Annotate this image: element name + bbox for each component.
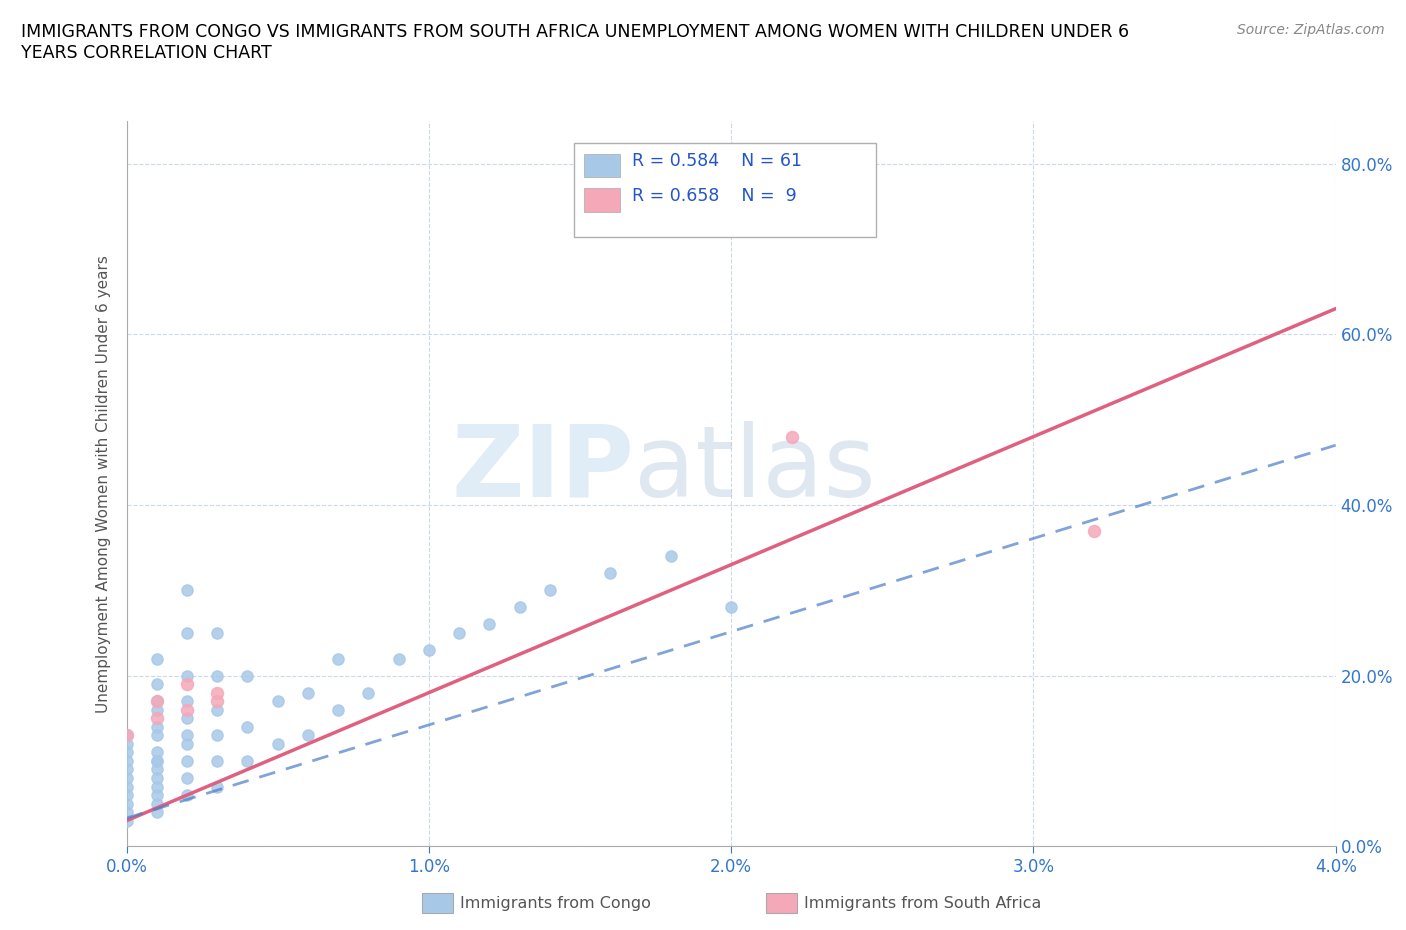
- Point: [176, 668, 198, 683]
- Point: [236, 753, 259, 768]
- Point: [205, 668, 228, 683]
- Point: [176, 626, 198, 641]
- Point: [146, 753, 169, 768]
- Text: ZIP: ZIP: [451, 420, 634, 518]
- Point: [146, 677, 169, 692]
- Point: [1083, 523, 1105, 538]
- Point: [115, 804, 138, 819]
- FancyBboxPatch shape: [583, 189, 620, 212]
- Point: [176, 583, 198, 598]
- Point: [176, 677, 198, 692]
- Point: [115, 737, 138, 751]
- Point: [205, 728, 228, 743]
- Point: [115, 779, 138, 794]
- Point: [146, 796, 169, 811]
- FancyBboxPatch shape: [574, 142, 876, 237]
- Point: [599, 565, 621, 580]
- Text: Immigrants from South Africa: Immigrants from South Africa: [804, 896, 1042, 910]
- Text: R = 0.658    N =  9: R = 0.658 N = 9: [631, 187, 797, 205]
- Point: [447, 626, 470, 641]
- Point: [176, 728, 198, 743]
- Point: [115, 788, 138, 803]
- Point: [236, 720, 259, 735]
- Point: [478, 617, 501, 631]
- Point: [205, 694, 228, 709]
- Point: [115, 753, 138, 768]
- Point: [146, 753, 169, 768]
- Point: [176, 771, 198, 786]
- Point: [720, 600, 742, 615]
- Point: [205, 702, 228, 717]
- Text: IMMIGRANTS FROM CONGO VS IMMIGRANTS FROM SOUTH AFRICA UNEMPLOYMENT AMONG WOMEN W: IMMIGRANTS FROM CONGO VS IMMIGRANTS FROM…: [21, 23, 1129, 62]
- Point: [176, 753, 198, 768]
- Point: [326, 651, 350, 666]
- Point: [146, 745, 169, 760]
- Point: [146, 779, 169, 794]
- Point: [115, 796, 138, 811]
- Point: [538, 583, 561, 598]
- Text: R = 0.584    N = 61: R = 0.584 N = 61: [631, 152, 801, 170]
- Point: [176, 711, 198, 725]
- Text: Immigrants from Congo: Immigrants from Congo: [460, 896, 651, 910]
- Point: [146, 702, 169, 717]
- Point: [236, 668, 259, 683]
- Point: [267, 737, 290, 751]
- Point: [115, 762, 138, 777]
- Point: [418, 643, 440, 658]
- Point: [205, 779, 228, 794]
- Point: [146, 694, 169, 709]
- FancyBboxPatch shape: [583, 154, 620, 178]
- Point: [297, 685, 319, 700]
- Y-axis label: Unemployment Among Women with Children Under 6 years: Unemployment Among Women with Children U…: [96, 255, 111, 712]
- Point: [146, 788, 169, 803]
- Point: [659, 549, 682, 564]
- Point: [357, 685, 380, 700]
- Point: [146, 728, 169, 743]
- Point: [146, 804, 169, 819]
- Point: [115, 813, 138, 828]
- Point: [115, 728, 138, 743]
- Point: [146, 694, 169, 709]
- Text: atlas: atlas: [634, 420, 876, 518]
- Text: Source: ZipAtlas.com: Source: ZipAtlas.com: [1237, 23, 1385, 37]
- Point: [205, 685, 228, 700]
- Point: [388, 651, 411, 666]
- Point: [176, 788, 198, 803]
- Point: [146, 720, 169, 735]
- Point: [205, 753, 228, 768]
- Point: [115, 728, 138, 743]
- Point: [146, 651, 169, 666]
- Point: [326, 702, 350, 717]
- Point: [146, 771, 169, 786]
- Point: [509, 600, 531, 615]
- Point: [146, 711, 169, 725]
- Point: [146, 762, 169, 777]
- Point: [115, 771, 138, 786]
- Point: [115, 745, 138, 760]
- Point: [176, 737, 198, 751]
- Point: [297, 728, 319, 743]
- Point: [176, 702, 198, 717]
- Point: [780, 430, 803, 445]
- Point: [205, 626, 228, 641]
- Point: [267, 694, 290, 709]
- Point: [176, 694, 198, 709]
